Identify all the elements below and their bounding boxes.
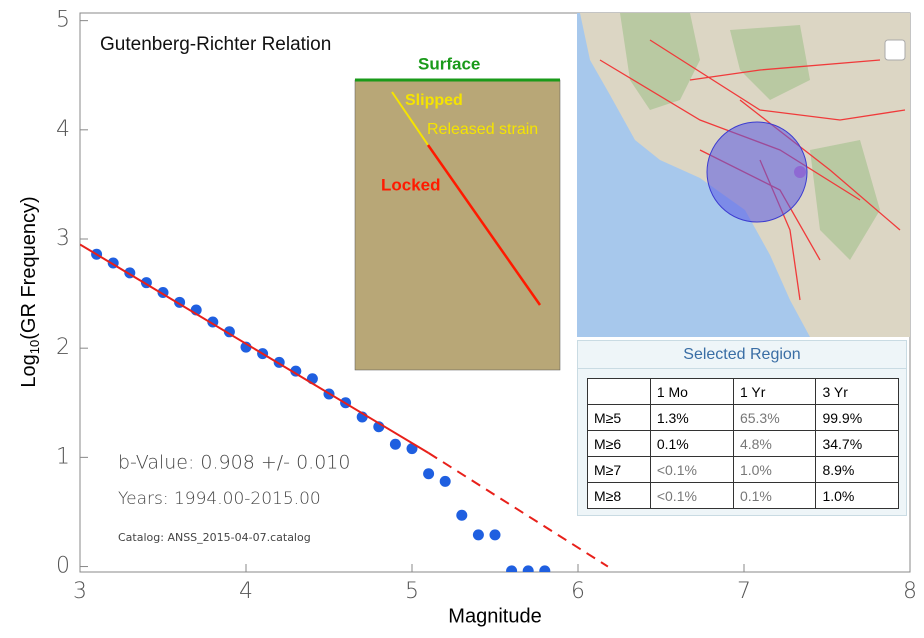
map-fullscreen-button[interactable] [885, 40, 905, 60]
panel-title: Selected Region [578, 341, 906, 369]
fault-diagram: Surface Slipped Released strain Locked [355, 54, 560, 370]
table-cell: 1.0% [816, 483, 899, 509]
x-tick-label: 6 [571, 579, 585, 604]
y-tick-label: 2 [56, 335, 70, 360]
data-point [506, 565, 517, 576]
table-cell: 0.1% [733, 483, 816, 509]
annotation: Catalog: ANSS_2015-04-07.catalog [118, 531, 311, 544]
x-tick-label: 3 [73, 579, 87, 604]
annotation: Years: 1994.00-2015.00 [118, 489, 321, 509]
annotation: b-Value: 0.908 +/- 0.010 [118, 452, 350, 474]
x-tick-label: 8 [903, 579, 917, 604]
y-tick-label: 0 [56, 554, 70, 579]
column-header: 1 Yr [733, 379, 816, 405]
column-header: 3 Yr [816, 379, 899, 405]
table-cell: <0.1% [650, 483, 733, 509]
y-tick-label: 3 [56, 226, 70, 251]
map-region-small [794, 166, 806, 178]
row-header: M≥6 [588, 431, 651, 457]
row-header: M≥8 [588, 483, 651, 509]
diagram-label: Slipped [405, 92, 463, 109]
y-label-rest: (GR Frequency) [18, 196, 40, 339]
data-point [390, 439, 401, 450]
table-cell: 99.9% [816, 405, 899, 431]
diagram-label: Released strain [427, 121, 538, 138]
y-tick-label: 4 [56, 117, 70, 142]
data-point [473, 529, 484, 540]
table-cell: 1.3% [650, 405, 733, 431]
y-axis-label: Log10(GR Frequency) [18, 196, 42, 387]
y-tick-label: 5 [56, 8, 70, 33]
map-region [707, 122, 807, 222]
x-tick-label: 7 [737, 579, 751, 604]
table-cell: 65.3% [733, 405, 816, 431]
diagram-label: Locked [381, 175, 441, 194]
page: Gutenberg-Richter Relation Magnitude Log… [0, 0, 924, 638]
table-row: M≥7<0.1%1.0%8.9% [588, 457, 899, 483]
corner-cell [588, 379, 651, 405]
data-point [423, 468, 434, 479]
table-cell: <0.1% [650, 457, 733, 483]
data-point [440, 476, 451, 487]
y-label-subscript: 10 [27, 340, 42, 354]
y-tick-label: 1 [56, 444, 70, 469]
column-header: 1 Mo [650, 379, 733, 405]
data-point [523, 565, 534, 576]
table-cell: 34.7% [816, 431, 899, 457]
diagram-label: Surface [418, 54, 480, 73]
row-header: M≥5 [588, 405, 651, 431]
x-tick-label: 5 [405, 579, 419, 604]
data-point [490, 529, 501, 540]
table-cell: 1.0% [733, 457, 816, 483]
data-point [456, 510, 467, 521]
row-header: M≥7 [588, 457, 651, 483]
chart: Gutenberg-Richter Relation Magnitude Log… [0, 0, 924, 638]
data-point [539, 565, 550, 576]
map [577, 13, 910, 337]
table-cell: 4.8% [733, 431, 816, 457]
table-cell: 8.9% [816, 457, 899, 483]
chart-title: Gutenberg-Richter Relation [100, 34, 331, 55]
x-tick-label: 4 [239, 579, 253, 604]
y-label-main: Log [18, 354, 40, 387]
table-cell: 0.1% [650, 431, 733, 457]
x-axis-label: Magnitude [448, 605, 541, 627]
table-row: M≥8<0.1%0.1%1.0% [588, 483, 899, 509]
